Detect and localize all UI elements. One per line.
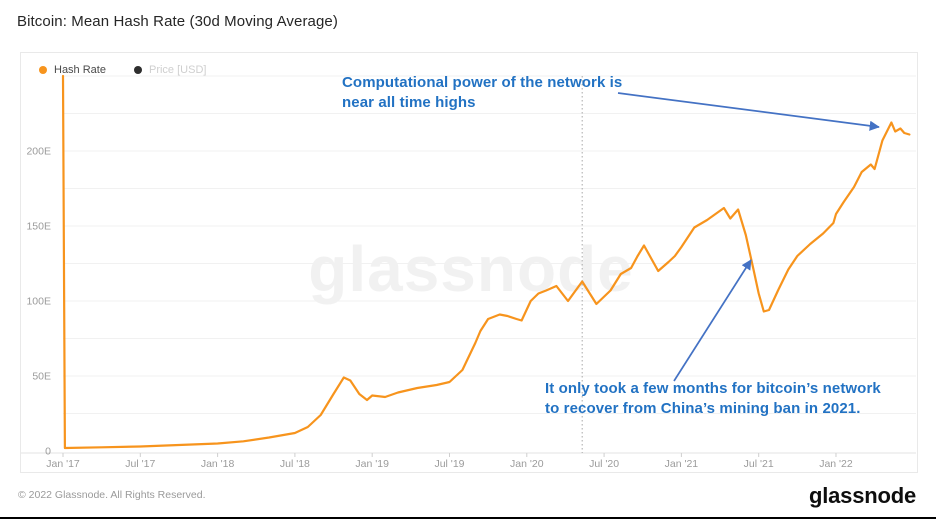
hash-rate-series-dot-icon (39, 66, 47, 74)
annotation-all-time-highs-line1: Computational power of the network is (342, 74, 623, 91)
x-axis-tick-label: Jan '22 (819, 458, 853, 470)
y-axis-tick-label: 0 (45, 446, 51, 458)
annotation-all-time-highs-line2: near all time highs (342, 94, 476, 111)
arrow-to-china-ban-dip (673, 259, 752, 382)
hash-rate-line (61, 74, 911, 450)
y-axis-tick-label: 100E (26, 296, 51, 308)
y-axis-tick-label: 200E (26, 146, 51, 158)
x-axis-tick-label: Jul '17 (125, 458, 155, 470)
legend-label-hash-rate: Hash Rate (54, 64, 106, 76)
x-axis-tick-label: Jan '18 (201, 458, 235, 470)
x-axis-tick-label: Jul '20 (589, 458, 619, 470)
price-series-dot-icon (133, 66, 142, 74)
hash-rate-chart-plot-area[interactable]: 0 50E 100E 150E 200E Jan '17 Jul '17 Jan '18 Jul… (21, 53, 917, 472)
legend-item-hash-rate[interactable]: Hash Rate (39, 64, 106, 76)
bottom-divider (0, 517, 936, 519)
y-axis-tick-label: 50E (32, 371, 51, 383)
page-title: Bitcoin: Mean Hash Rate (30d Moving Aver… (17, 13, 338, 30)
legend-item-price-usd[interactable]: Price [USD] (133, 64, 207, 76)
annotation-all-time-highs: Computational power of the network is ne… (342, 73, 652, 113)
arrow-to-all-time-high (617, 92, 880, 131)
chart-legend: Hash Rate Price [USD] (39, 64, 206, 76)
annotation-china-ban-line1: It only took a few months for bitcoin’s … (545, 380, 881, 397)
x-axis-tick-label: Jan '20 (510, 458, 544, 470)
y-axis-tick-label: 150E (26, 221, 51, 233)
x-axis-tick-label: Jul '18 (280, 458, 310, 470)
x-axis-tick-label: Jan '21 (665, 458, 699, 470)
x-axis-tick-label: Jul '19 (434, 458, 464, 470)
annotation-china-ban-line2: to recover from China’s mining ban in 20… (545, 400, 861, 417)
glassnode-logo: glassnode (808, 483, 916, 508)
copyright-text: © 2022 Glassnode. All Rights Reserved. (18, 489, 206, 501)
legend-label-price-usd: Price [USD] (148, 64, 207, 76)
x-axis-tick-label: Jul '21 (744, 458, 774, 470)
x-axis-tick-label: Jan '17 (46, 458, 80, 470)
x-axis-tick-label: Jan '19 (355, 458, 389, 470)
annotation-china-ban-recovery: It only took a few months for bitcoin’s … (545, 379, 925, 419)
